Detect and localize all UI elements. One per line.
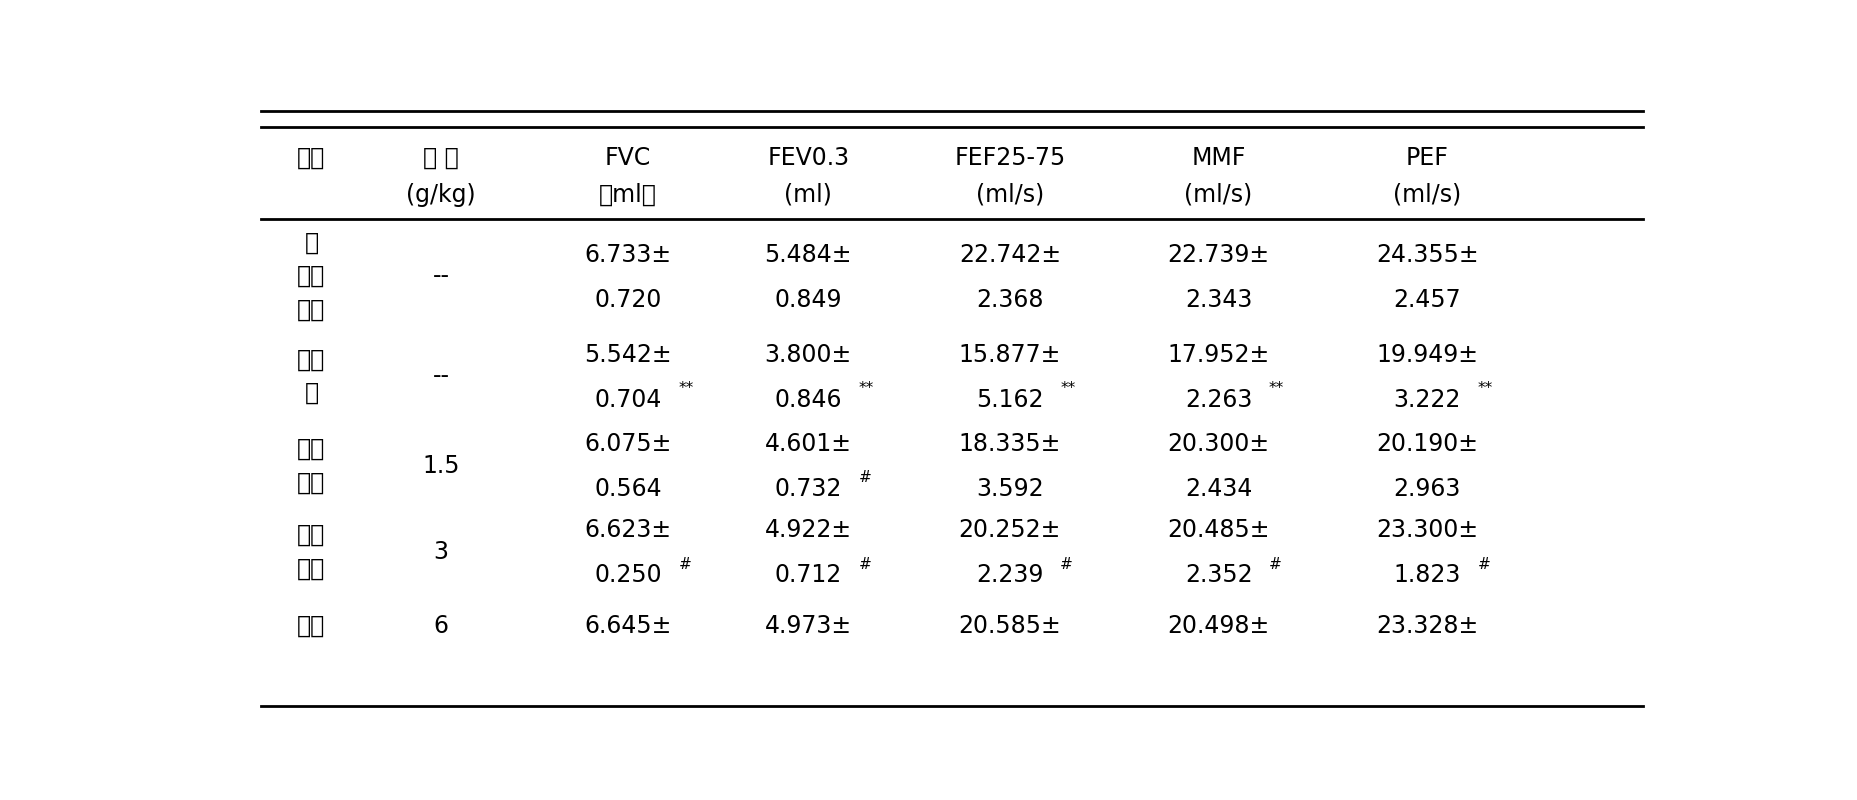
Text: 0.846: 0.846 <box>774 388 841 412</box>
Text: 2.352: 2.352 <box>1185 563 1252 587</box>
Text: #: # <box>678 557 691 572</box>
Text: 4.601±: 4.601± <box>765 432 851 456</box>
Text: 22.742±: 22.742± <box>958 242 1060 266</box>
Text: 空
白对
照组: 空 白对 照组 <box>297 230 325 322</box>
Text: **: ** <box>1268 381 1283 396</box>
Text: （ml）: （ml） <box>600 182 657 206</box>
Text: 2.263: 2.263 <box>1185 388 1252 412</box>
Text: **: ** <box>1476 381 1493 396</box>
Text: 20.585±: 20.585± <box>958 614 1060 638</box>
Text: 5.484±: 5.484± <box>763 242 852 266</box>
Text: 15.877±: 15.877± <box>958 342 1060 366</box>
Text: 低剂
量组: 低剂 量组 <box>297 437 325 494</box>
Text: --: -- <box>433 264 449 288</box>
Text: 20.190±: 20.190± <box>1376 432 1478 456</box>
Text: #: # <box>1476 557 1489 572</box>
Text: 0.849: 0.849 <box>774 287 841 311</box>
Text: 1.823: 1.823 <box>1393 563 1460 587</box>
Text: 0.704: 0.704 <box>594 388 661 412</box>
Text: 6.623±: 6.623± <box>585 518 672 542</box>
Text: 17.952±: 17.952± <box>1166 342 1268 366</box>
Text: 6.645±: 6.645± <box>585 614 672 638</box>
Text: 20.252±: 20.252± <box>958 518 1060 542</box>
Text: FEV0.3: FEV0.3 <box>767 146 849 170</box>
Text: **: ** <box>678 381 693 396</box>
Text: 剂 量: 剂 量 <box>423 146 459 170</box>
Text: 0.250: 0.250 <box>594 563 661 587</box>
Text: 模型
组: 模型 组 <box>297 347 325 405</box>
Text: 1.5: 1.5 <box>422 454 459 478</box>
Text: 高剂: 高剂 <box>297 614 325 638</box>
Text: 2.457: 2.457 <box>1393 287 1460 311</box>
Text: **: ** <box>858 381 873 396</box>
Text: 2.963: 2.963 <box>1393 477 1460 501</box>
Text: 22.739±: 22.739± <box>1166 242 1268 266</box>
Text: 组别: 组别 <box>297 146 325 170</box>
Text: MMF: MMF <box>1190 146 1246 170</box>
Text: 5.542±: 5.542± <box>585 342 672 366</box>
Text: 5.162: 5.162 <box>975 388 1044 412</box>
Text: (ml/s): (ml/s) <box>1393 182 1461 206</box>
Text: 20.498±: 20.498± <box>1166 614 1268 638</box>
Text: 19.949±: 19.949± <box>1376 342 1478 366</box>
Text: FVC: FVC <box>605 146 652 170</box>
Text: 2.343: 2.343 <box>1185 287 1252 311</box>
Text: 2.434: 2.434 <box>1185 477 1252 501</box>
Text: 3: 3 <box>433 540 448 564</box>
Text: 3.800±: 3.800± <box>765 342 851 366</box>
Text: 24.355±: 24.355± <box>1376 242 1478 266</box>
Text: PEF: PEF <box>1406 146 1448 170</box>
Text: FEF25-75: FEF25-75 <box>954 146 1064 170</box>
Text: (g/kg): (g/kg) <box>407 182 475 206</box>
Text: 23.300±: 23.300± <box>1376 518 1478 542</box>
Text: 3.592: 3.592 <box>975 477 1044 501</box>
Text: 2.368: 2.368 <box>975 287 1044 311</box>
Text: #: # <box>858 557 871 572</box>
Text: **: ** <box>1060 381 1075 396</box>
Text: 0.732: 0.732 <box>774 477 841 501</box>
Text: 0.712: 0.712 <box>774 563 841 587</box>
Text: 0.720: 0.720 <box>594 287 661 311</box>
Text: 6.075±: 6.075± <box>585 432 672 456</box>
Text: (ml/s): (ml/s) <box>975 182 1044 206</box>
Text: (ml/s): (ml/s) <box>1185 182 1252 206</box>
Text: 中剂
量组: 中剂 量组 <box>297 523 325 581</box>
Text: 0.564: 0.564 <box>594 477 661 501</box>
Text: #: # <box>1268 557 1281 572</box>
Text: 18.335±: 18.335± <box>958 432 1060 456</box>
Text: 20.485±: 20.485± <box>1166 518 1268 542</box>
Text: 23.328±: 23.328± <box>1376 614 1478 638</box>
Text: #: # <box>858 470 871 486</box>
Text: 2.239: 2.239 <box>975 563 1044 587</box>
Text: 6.733±: 6.733± <box>585 242 672 266</box>
Text: 4.973±: 4.973± <box>765 614 851 638</box>
Text: (ml): (ml) <box>784 182 832 206</box>
Text: 4.922±: 4.922± <box>765 518 851 542</box>
Text: 6: 6 <box>433 614 448 638</box>
Text: --: -- <box>433 364 449 388</box>
Text: 20.300±: 20.300± <box>1166 432 1268 456</box>
Text: #: # <box>1060 557 1071 572</box>
Text: 3.222: 3.222 <box>1393 388 1460 412</box>
